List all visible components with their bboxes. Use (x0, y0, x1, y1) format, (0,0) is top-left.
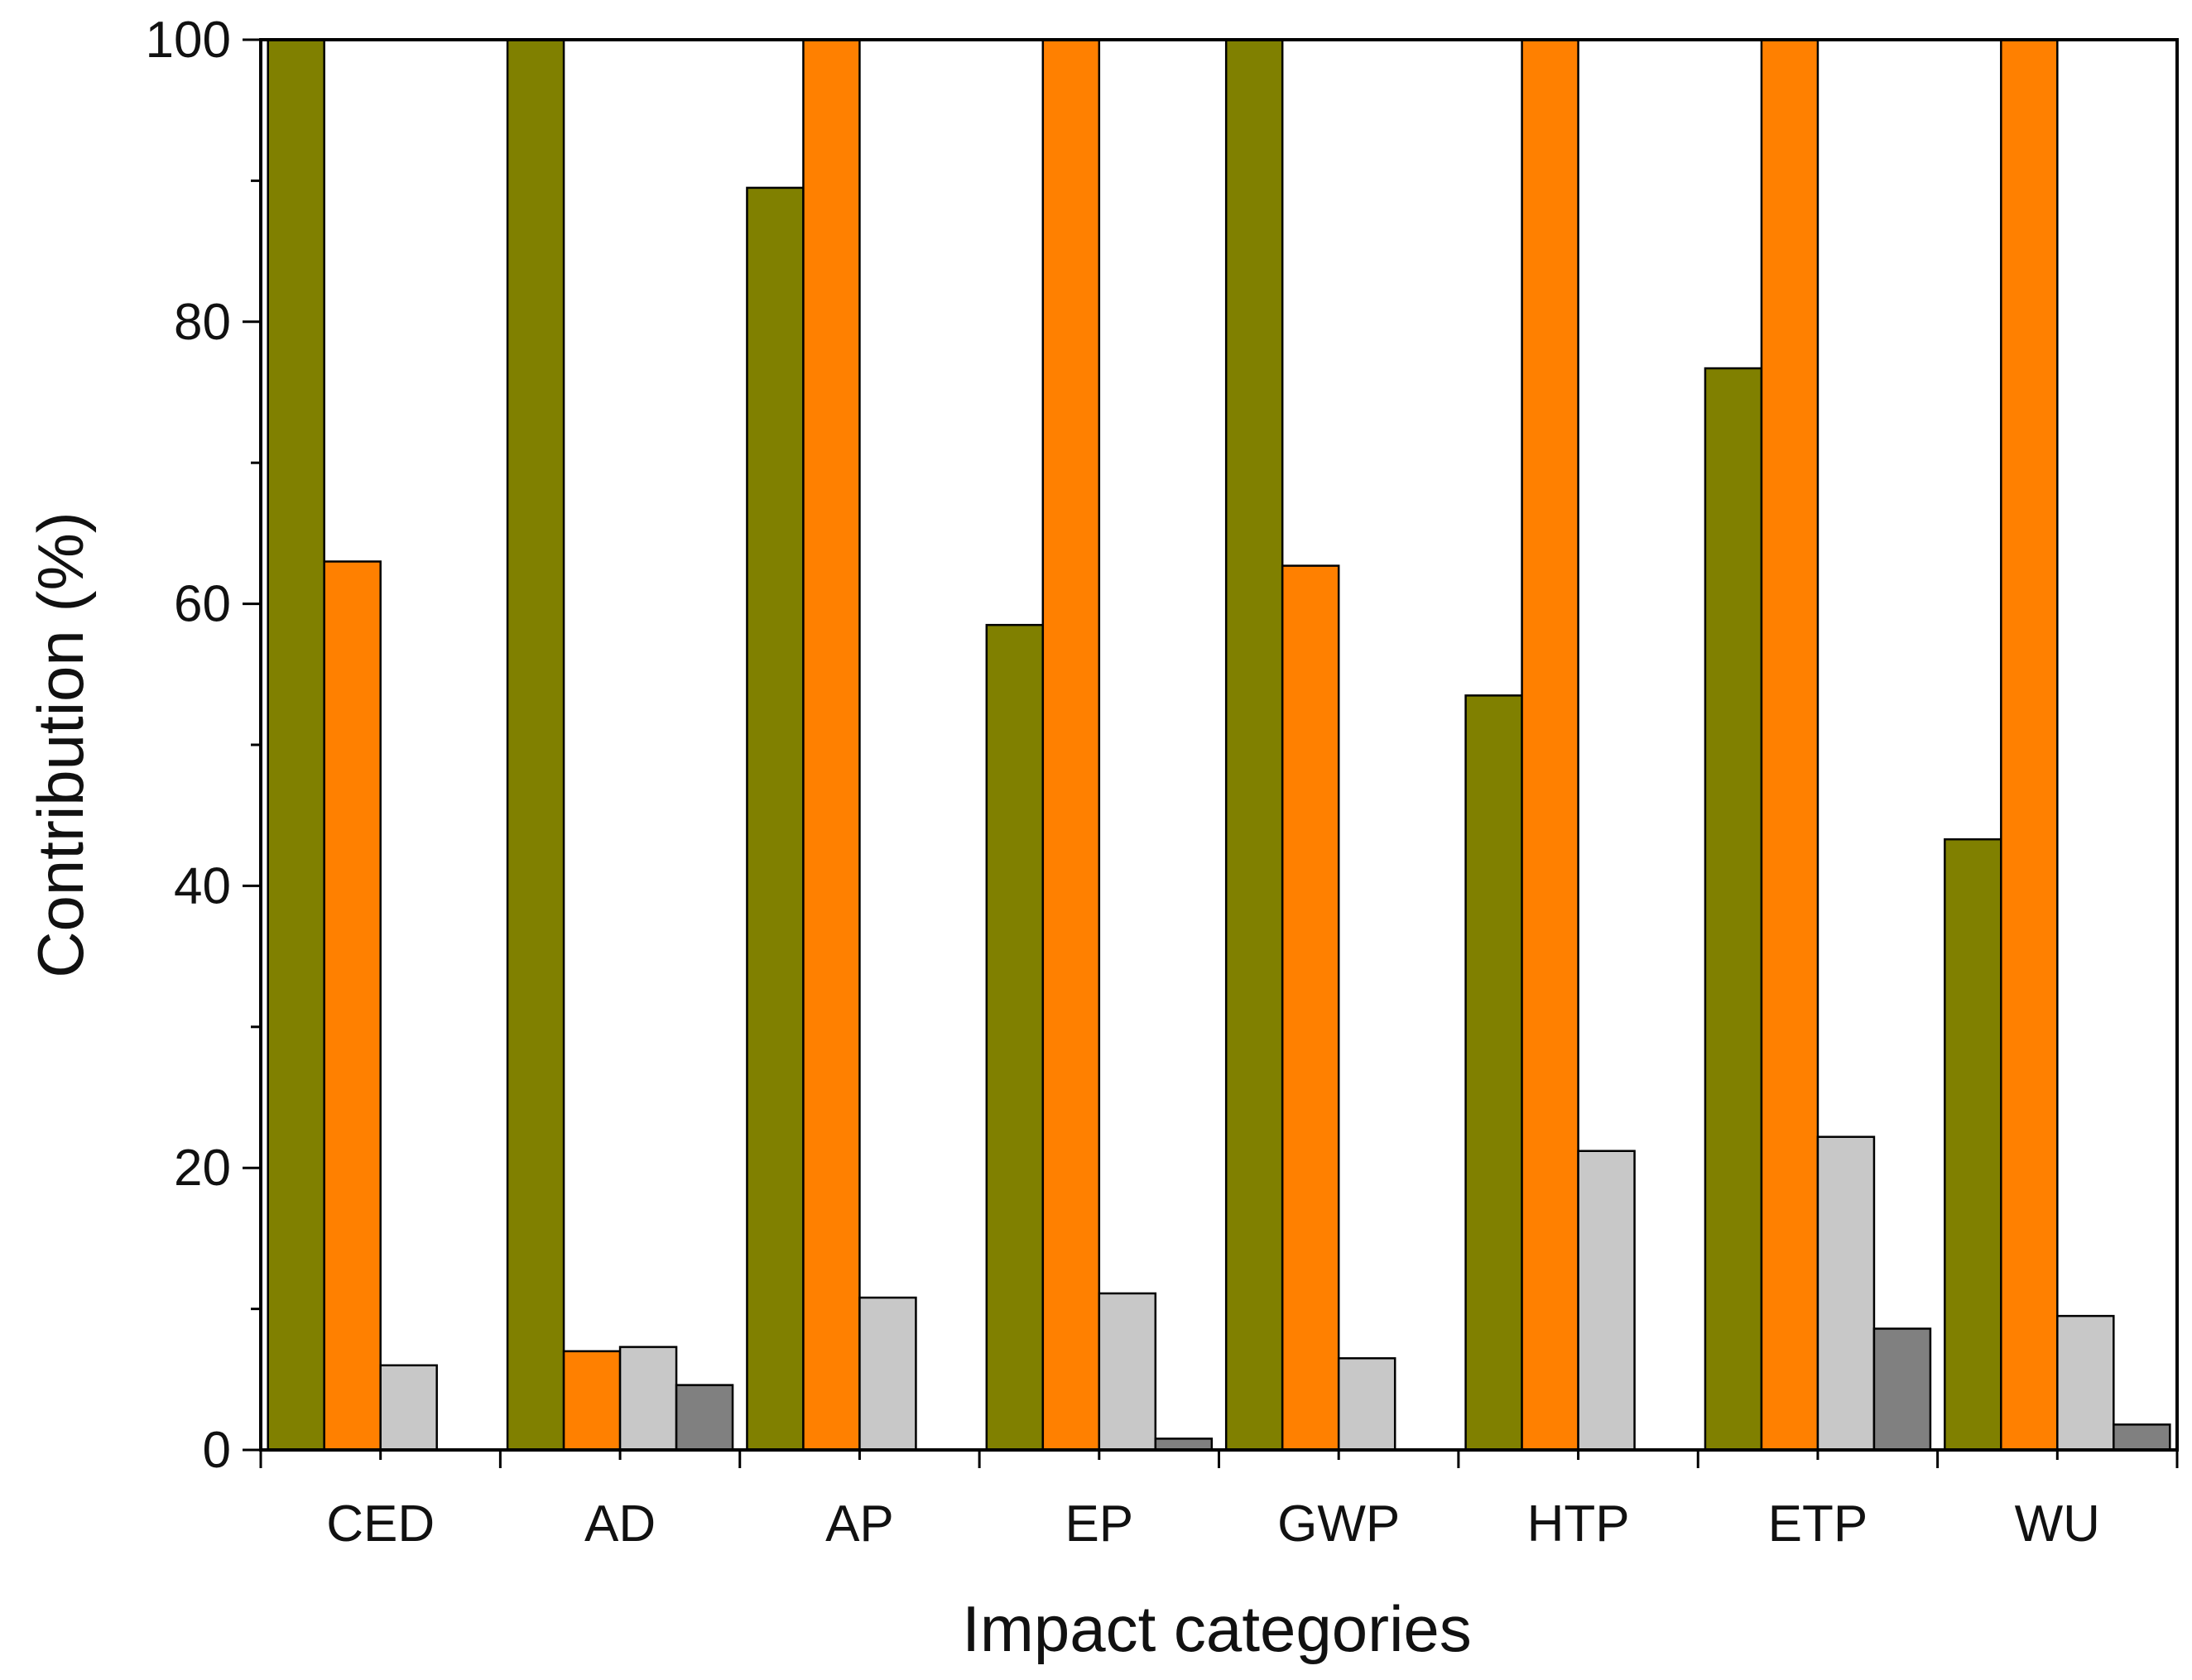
x-tick-label: GWP (1277, 1495, 1400, 1553)
bar-ap-series-2 (802, 38, 861, 1452)
x-tick-label: CED (326, 1495, 435, 1553)
y-axis-title: Contribution (%) (24, 511, 97, 978)
bar-htp-series-1 (1464, 694, 1523, 1452)
bar-wu-series-2 (2000, 38, 2059, 1452)
y-tick-label: 20 (174, 1140, 231, 1197)
bar-ep-series-4 (1154, 1438, 1214, 1452)
bar-htp-series-2 (1521, 38, 1579, 1452)
x-tick-label: AD (584, 1495, 656, 1553)
x-tick-label: EP (1065, 1495, 1133, 1553)
y-tick-label: 0 (203, 1422, 231, 1479)
bar-ap-series-3 (858, 1296, 917, 1452)
y-tick-label: 80 (174, 294, 231, 351)
bar-ep-series-2 (1041, 38, 1101, 1452)
y-tick-label: 100 (146, 12, 231, 69)
bar-ap-series-1 (746, 186, 805, 1452)
bar-ced-series-2 (323, 560, 382, 1452)
plot-frame (259, 38, 2179, 1452)
bar-ced-series-1 (267, 38, 325, 1452)
bar-wu-series-4 (2113, 1423, 2171, 1452)
bar-gwp-series-1 (1224, 38, 1284, 1452)
bar-gwp-series-2 (1281, 564, 1340, 1452)
x-tick-label: WU (2015, 1495, 2100, 1553)
bar-etp-series-1 (1704, 367, 1763, 1452)
bar-ep-series-3 (1098, 1292, 1157, 1452)
bar-ad-series-3 (618, 1346, 678, 1452)
bar-gwp-series-3 (1337, 1356, 1396, 1452)
y-tick-label: 40 (174, 857, 231, 914)
x-axis-title: Impact categories (962, 1592, 1472, 1665)
bar-ad-series-2 (562, 1350, 622, 1452)
bar-etp-series-2 (1760, 38, 1819, 1452)
x-tick-label: AP (825, 1495, 894, 1553)
bar-etp-series-3 (1816, 1135, 1876, 1452)
bar-wu-series-1 (1944, 838, 2002, 1452)
bar-ad-series-1 (506, 38, 565, 1452)
bar-ep-series-1 (985, 623, 1045, 1452)
bar-ced-series-3 (379, 1364, 438, 1452)
x-tick-label: HTP (1527, 1495, 1630, 1553)
x-tick-label: ETP (1768, 1495, 1868, 1553)
bar-htp-series-3 (1577, 1150, 1636, 1452)
y-tick-label: 60 (174, 576, 231, 633)
bar-wu-series-3 (2056, 1314, 2115, 1452)
bar-etp-series-4 (1872, 1327, 1932, 1452)
bar-ad-series-4 (675, 1384, 734, 1452)
